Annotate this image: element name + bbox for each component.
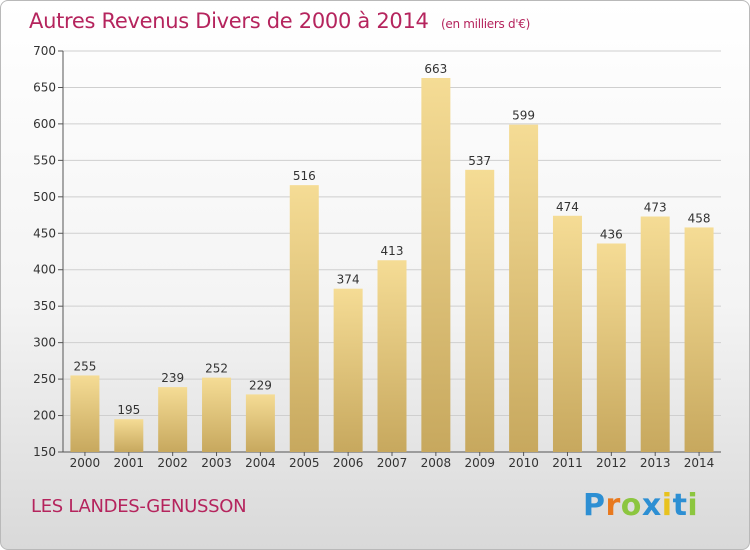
proxiti-logo: Proxiti — [583, 488, 698, 523]
logo-letter: i — [687, 488, 699, 523]
data-label: 229 — [249, 378, 272, 392]
bar — [245, 394, 275, 452]
logo-letter: P — [583, 488, 606, 523]
x-tick-label: 2009 — [464, 456, 495, 470]
bar — [684, 227, 714, 452]
y-tick-label: 200 — [33, 409, 56, 423]
x-tick-label: 2001 — [114, 456, 145, 470]
data-label: 663 — [424, 62, 447, 76]
chart-title: Autres Revenus Divers de 2000 à 2014 (en… — [29, 9, 530, 33]
bar — [640, 216, 670, 452]
logo-letter: r — [605, 488, 621, 523]
x-tick-label: 2004 — [245, 456, 276, 470]
data-label: 252 — [205, 362, 228, 376]
x-tick-label: 2007 — [377, 456, 408, 470]
data-label: 474 — [556, 200, 579, 214]
x-tick-label: 2013 — [640, 456, 671, 470]
bar — [70, 375, 100, 452]
bar — [202, 377, 232, 452]
bar — [552, 215, 582, 452]
logo-letter: t — [672, 488, 688, 523]
chart-unit: (en milliers d'€) — [441, 17, 531, 31]
y-tick-label: 400 — [33, 263, 56, 277]
bar — [509, 124, 539, 452]
x-tick-label: 2002 — [157, 456, 188, 470]
y-tick-label: 500 — [33, 190, 56, 204]
bar — [465, 169, 495, 453]
logo-letter: x — [641, 488, 662, 523]
data-label: 458 — [688, 211, 711, 225]
logo-letter: o — [620, 488, 642, 523]
data-label: 599 — [512, 109, 535, 123]
x-tick-label: 2011 — [552, 456, 583, 470]
x-tick-label: 2014 — [684, 456, 715, 470]
y-tick-label: 350 — [33, 299, 56, 313]
x-tick-label: 2003 — [201, 456, 232, 470]
chart-title-text: Autres Revenus Divers de 2000 à 2014 — [29, 9, 429, 33]
logo-letter: i — [661, 488, 673, 523]
bar — [421, 77, 451, 452]
commune-name: LES LANDES-GENUSSON — [31, 496, 247, 517]
x-tick-label: 2000 — [70, 456, 101, 470]
y-tick-label: 450 — [33, 226, 56, 240]
data-label: 195 — [117, 403, 140, 417]
x-tick-label: 2005 — [289, 456, 320, 470]
x-tick-label: 2010 — [508, 456, 539, 470]
y-tick-label: 600 — [33, 117, 56, 131]
data-label: 255 — [73, 359, 96, 373]
data-label: 374 — [337, 273, 360, 287]
data-label: 436 — [600, 227, 623, 241]
y-tick-label: 550 — [33, 153, 56, 167]
data-label: 516 — [293, 169, 316, 183]
x-tick-label: 2008 — [421, 456, 452, 470]
bar — [114, 419, 144, 452]
bar — [289, 185, 319, 453]
y-tick-label: 650 — [33, 80, 56, 94]
bar — [596, 243, 626, 452]
data-label: 413 — [381, 244, 404, 258]
y-tick-label: 300 — [33, 336, 56, 350]
bar — [158, 387, 188, 452]
y-tick-label: 150 — [33, 445, 56, 459]
x-tick-label: 2006 — [333, 456, 364, 470]
bar — [333, 288, 363, 452]
y-tick-label: 250 — [33, 372, 56, 386]
y-tick-label: 700 — [33, 44, 56, 58]
x-tick-label: 2012 — [596, 456, 627, 470]
bar — [377, 260, 407, 452]
data-label: 473 — [644, 201, 667, 215]
data-label: 537 — [468, 154, 491, 168]
data-label: 239 — [161, 371, 184, 385]
